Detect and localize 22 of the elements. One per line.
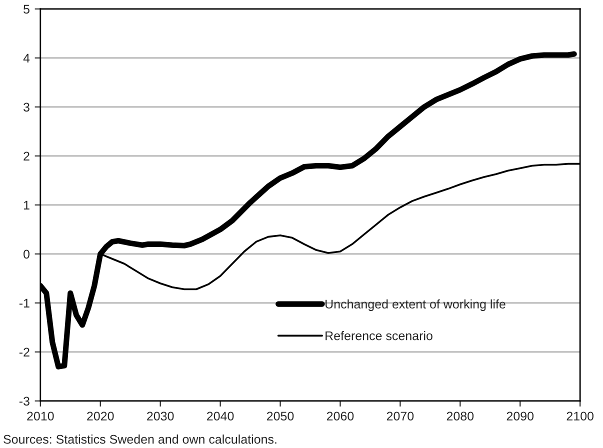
y-tick-label: -1 (19, 298, 30, 308)
y-tick-label: 5 (24, 4, 30, 14)
y-tick-label: 1 (24, 200, 30, 210)
x-tick-label: 2090 (506, 412, 534, 421)
y-tick-label: 4 (23, 54, 30, 62)
y-tick-label: 3 (24, 102, 30, 112)
source-note: Sources: Statistics Sweden and own calculations. (4, 434, 276, 444)
y-tick-label: -3 (19, 396, 30, 406)
x-tick-label: 2020 (87, 412, 114, 421)
x-tick-label: 2060 (326, 412, 354, 421)
y-tick-label: 2 (24, 152, 30, 160)
y-tick-label: 0 (24, 250, 30, 259)
x-tick-label: 2050 (266, 412, 294, 421)
legend-label: Reference scenario (326, 331, 432, 340)
x-tick-label: 2080 (446, 412, 474, 421)
x-tick-label: 2030 (147, 412, 174, 421)
y-tick-label: -2 (19, 348, 30, 356)
x-tick-label: 2010 (27, 412, 54, 421)
x-tick-label: 2040 (207, 412, 234, 421)
legend-label: Unchanged extent of working life (326, 299, 506, 312)
x-tick-label: 2100 (566, 412, 594, 421)
x-tick-label: 2070 (386, 412, 414, 421)
